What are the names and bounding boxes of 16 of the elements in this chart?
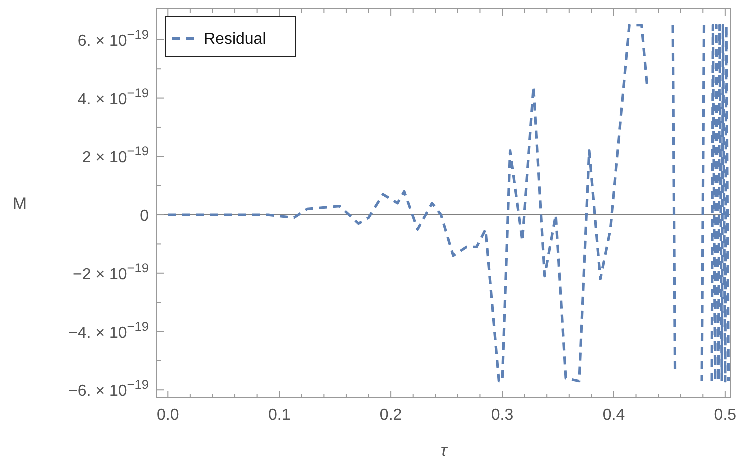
y-axis-title: M xyxy=(12,194,28,214)
y-tick-label: 6. × 10$^{−19}$ xyxy=(78,26,149,50)
y-tick-label: 0 xyxy=(140,208,150,226)
y-tick-label: −6. × 10$^{−19}$ xyxy=(68,376,149,400)
x-tick-label: 0.4 xyxy=(602,407,626,424)
y-tick-label: −2 × 10$^{−19}$ xyxy=(73,260,149,284)
legend-label: Residual xyxy=(204,31,266,48)
y-tick-label: −4. × 10$^{−19}$ xyxy=(68,318,149,342)
x-tick-label: 0.0 xyxy=(157,407,180,424)
x-tick-label: 0.2 xyxy=(380,407,402,424)
y-tick-label: 2 × 10$^{−19}$ xyxy=(82,143,149,167)
x-tick-label: 0.3 xyxy=(491,407,514,424)
x-tick-label: 0.1 xyxy=(268,407,291,424)
y-tick-label: 4. × 10$^{−19}$ xyxy=(78,84,149,108)
x-tick-label: 0.5 xyxy=(714,407,737,424)
x-axis-title: τ xyxy=(440,441,449,460)
